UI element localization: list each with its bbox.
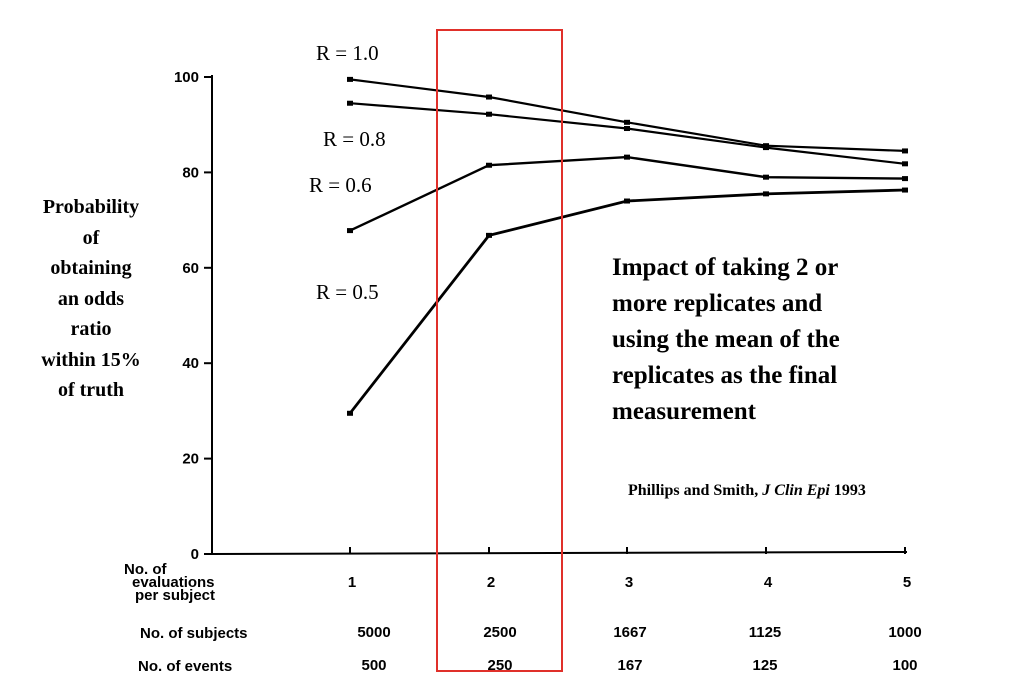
row-header-evaluations: per subject (135, 587, 215, 604)
series-point (763, 174, 769, 180)
events-value: 250 (487, 657, 512, 674)
x-tick-label: 1 (348, 574, 356, 591)
citation: Phillips and Smith, J Clin Epi 1993 (628, 482, 866, 500)
annotation-line: more replicates and (612, 290, 823, 317)
x-tick-label: 2 (487, 574, 495, 591)
series-point (902, 176, 908, 182)
subjects-value: 2500 (483, 624, 516, 641)
subjects-value: 1000 (888, 624, 921, 641)
annotation-line: Impact of taking 2 or (612, 254, 839, 281)
series-point (486, 94, 492, 100)
series-label: R = 0.5 (316, 280, 379, 304)
series-point (347, 410, 353, 416)
citation-journal: J Clin Epi (762, 482, 830, 499)
y-axis-label: Probability of obtaining an odds ratio w… (22, 192, 160, 406)
series-point (486, 232, 492, 238)
y-tick-label: 0 (191, 546, 199, 563)
series-point (763, 145, 769, 151)
x-tick-label: 3 (625, 574, 633, 591)
y-axis-label-line: within 15% (41, 348, 141, 371)
series-point (347, 100, 353, 106)
y-tick-label: 60 (182, 260, 199, 277)
series-point (486, 111, 492, 117)
y-axis-label-line: of (82, 226, 100, 249)
y-axis-label-line: Probability (42, 196, 140, 218)
events-value: 100 (892, 657, 917, 674)
series-point (902, 187, 908, 193)
annotation-line: using the mean of the (612, 326, 840, 353)
x-tick-label: 5 (903, 574, 911, 591)
y-tick-label: 100 (174, 69, 199, 86)
row-header-evaluations: No. of (124, 561, 167, 578)
series-label: R = 0.6 (309, 173, 372, 197)
subjects-value: 1667 (613, 624, 646, 641)
series-point (347, 76, 353, 82)
events-value: 125 (752, 657, 777, 674)
subjects-value: 5000 (357, 624, 390, 641)
x-axis-line (211, 551, 908, 555)
series-line (349, 155, 906, 232)
series-line (349, 78, 906, 152)
events-value: 167 (617, 657, 642, 674)
series-point (624, 119, 630, 125)
y-axis-label-line: obtaining (50, 257, 132, 279)
series-label: R = 1.0 (316, 41, 379, 65)
y-tick-label: 40 (182, 355, 199, 372)
highlight-box (436, 29, 563, 672)
y-axis-label-line: ratio (70, 318, 112, 340)
series-point (347, 228, 353, 234)
series-point (486, 162, 492, 168)
y-tick-label: 20 (182, 451, 199, 468)
series-point (763, 191, 769, 197)
annotation-line: measurement (612, 398, 756, 425)
series-point (902, 148, 908, 154)
events-value: 500 (361, 657, 386, 674)
y-axis-label-line: an odds (57, 287, 125, 310)
citation-authors: Phillips and Smith, (628, 482, 763, 499)
series-point (624, 154, 630, 160)
annotation-text: Impact of taking 2 or more replicates an… (612, 250, 912, 430)
citation-year: 1993 (829, 482, 866, 499)
annotation-line: replicates as the final (612, 362, 838, 389)
y-axis-label-line: of truth (57, 379, 125, 401)
series-point (624, 198, 630, 204)
y-tick-label: 80 (182, 164, 199, 181)
row-header-events: No. of events (138, 658, 232, 675)
row-header-subjects: No. of subjects (140, 625, 248, 642)
row-header-evaluations: evaluations (132, 574, 215, 591)
series-label: R = 0.8 (323, 127, 386, 151)
series-point (624, 126, 630, 132)
series-point (902, 161, 908, 167)
subjects-value: 1125 (749, 624, 782, 641)
x-tick-label: 4 (764, 574, 773, 591)
